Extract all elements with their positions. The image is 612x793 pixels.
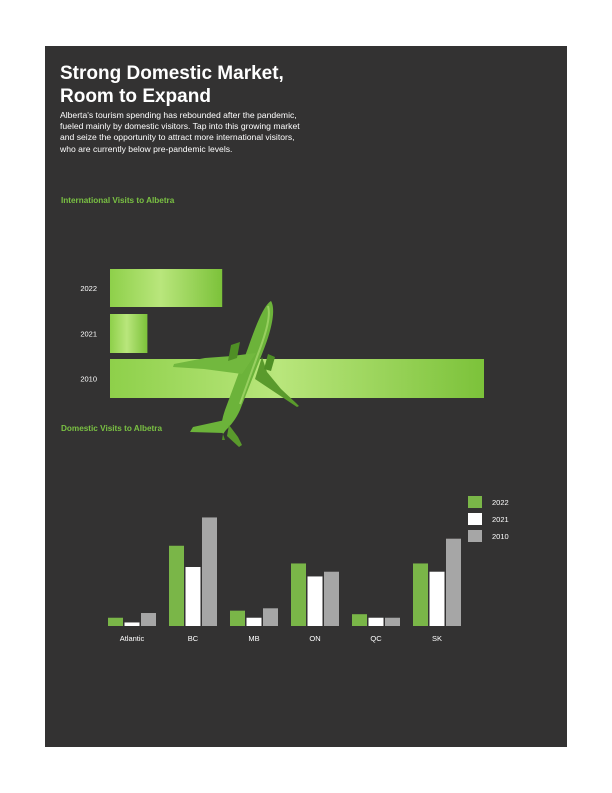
airplane-icon [173, 301, 299, 447]
domestic-chart-title: Domestic Visits to Albetra [61, 424, 163, 433]
intl-bar-2021 [110, 314, 148, 353]
international-bar-chart: 2022 2021 2010 [80, 269, 484, 398]
intro-paragraph: Alberta's tourism spending has rebounded… [60, 110, 300, 154]
bar-mb-2021 [246, 617, 262, 626]
domestic-bar-chart: Atlantic BC MB ON QC SK [108, 517, 461, 643]
bar-atlantic-2021 [124, 622, 140, 626]
legend-swatch-2010 [468, 530, 482, 542]
category-label-on: ON [309, 634, 320, 643]
legend-label-2010: 2010 [492, 532, 509, 541]
intl-tick-2010: 2010 [80, 375, 97, 384]
intl-tick-2021: 2021 [80, 330, 97, 339]
bar-atlantic-2010 [141, 613, 156, 626]
bar-sk-2022 [413, 563, 428, 626]
category-label-bc: BC [188, 634, 199, 643]
bar-sk-2021 [429, 571, 445, 626]
bar-sk-2010 [446, 538, 461, 626]
bar-bc-2021 [185, 567, 201, 626]
page-title: Strong Domestic Market, Room to Expand [60, 62, 360, 108]
bar-on-2010 [324, 571, 339, 626]
intl-bar-2022 [110, 269, 223, 307]
bar-qc-2021 [368, 617, 384, 626]
bar-atlantic-2022 [108, 617, 123, 626]
bar-on-2021 [307, 576, 323, 626]
title-line-1: Strong Domestic Market, [60, 63, 284, 84]
intl-tick-2022: 2022 [80, 284, 97, 293]
legend-label-2021: 2021 [492, 515, 509, 524]
legend-label-2022: 2022 [492, 498, 509, 507]
bar-bc-2022 [169, 545, 184, 626]
international-chart-title: International Visits to Albetra [61, 196, 175, 205]
category-label-atlantic: Atlantic [120, 634, 145, 643]
bar-on-2022 [291, 563, 306, 626]
legend: 2022 2021 2010 [468, 496, 509, 542]
category-label-sk: SK [432, 634, 442, 643]
bar-qc-2022 [352, 614, 367, 626]
title-line-2: Room to Expand [60, 86, 211, 107]
category-label-qc: QC [370, 634, 382, 643]
legend-swatch-2021 [468, 513, 482, 525]
legend-swatch-2022 [468, 496, 482, 508]
bar-mb-2010 [263, 608, 278, 626]
bar-qc-2010 [385, 617, 400, 626]
bar-bc-2010 [202, 517, 217, 626]
category-label-mb: MB [248, 634, 259, 643]
intl-bar-2010 [110, 359, 484, 398]
bar-mb-2022 [230, 610, 245, 626]
